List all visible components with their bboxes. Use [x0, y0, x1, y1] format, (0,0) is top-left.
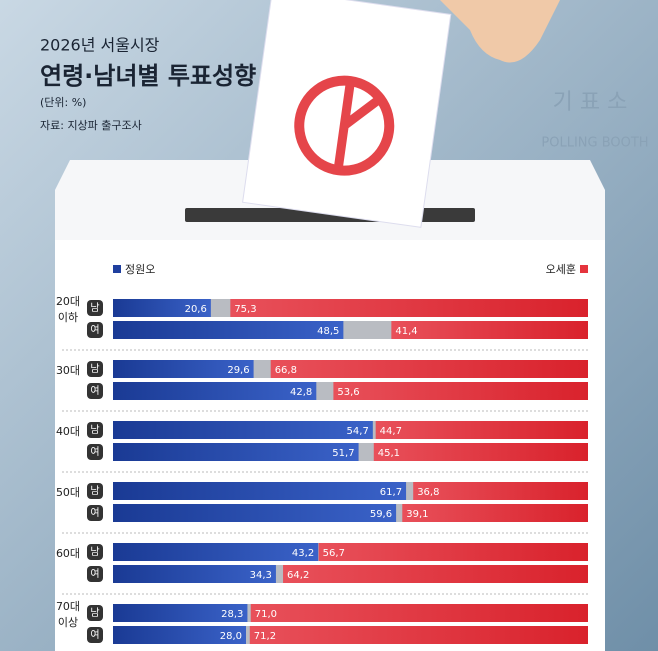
- bar: [113, 321, 344, 339]
- hand: [440, 0, 560, 63]
- gender-label: 여: [90, 568, 99, 580]
- gender-badge: [87, 422, 103, 438]
- gender-badge: [87, 505, 103, 521]
- gender-badge: [87, 605, 103, 621]
- value-label: 28,0: [220, 631, 242, 642]
- value-label: 51,7: [332, 448, 354, 459]
- group-label: 20대: [56, 295, 80, 308]
- gender-label: 남: [90, 363, 99, 375]
- group-label: 70대: [56, 600, 80, 613]
- source: 자료: 지상파 출구조사: [40, 119, 142, 132]
- ballot: [242, 0, 452, 228]
- value-label: 54,7: [347, 426, 369, 437]
- value-label: 56,7: [323, 548, 345, 559]
- backdrop-text: POLLING BOOTH: [541, 136, 648, 151]
- gender-badge: [87, 300, 103, 316]
- gender-badge: [87, 566, 103, 582]
- value-label: 59,6: [370, 509, 392, 520]
- bar: [113, 443, 359, 461]
- group-label: 30대: [56, 364, 80, 377]
- stamp-mark: [333, 80, 381, 171]
- value-label: 71,2: [254, 631, 276, 642]
- value-label: 36,8: [417, 487, 439, 498]
- value-label: 29,6: [227, 365, 249, 376]
- backdrop-text: 기 표 소: [553, 90, 628, 115]
- gender-badge: [87, 483, 103, 499]
- bar: [113, 504, 397, 522]
- bar: [270, 360, 588, 378]
- supertitle: 2026년 서울시장: [40, 36, 160, 55]
- bar: [402, 504, 588, 522]
- bar: [391, 321, 588, 339]
- bar: [113, 604, 248, 622]
- value-label: 28,3: [221, 609, 243, 620]
- gender-badge: [87, 322, 103, 338]
- bar: [413, 482, 588, 500]
- value-label: 44,7: [380, 426, 402, 437]
- legend-swatch: [580, 265, 588, 273]
- gender-badge: [87, 627, 103, 643]
- chart-title: 연령·남녀별 투표성향: [40, 62, 256, 90]
- value-label: 64,2: [287, 570, 309, 581]
- group-label: 60대: [56, 547, 80, 560]
- bar: [113, 299, 211, 317]
- legend-swatch: [113, 265, 121, 273]
- gender-label: 여: [90, 507, 99, 519]
- group-label: 50대: [56, 486, 80, 499]
- gender-label: 여: [90, 385, 99, 397]
- group-label: 이상: [58, 616, 78, 629]
- bar: [113, 360, 254, 378]
- legend-label: 정원오: [125, 263, 155, 276]
- value-label: 53,6: [337, 387, 359, 398]
- gender-label: 여: [90, 629, 99, 641]
- gender-label: 남: [90, 302, 99, 314]
- value-label: 34,3: [250, 570, 272, 581]
- value-label: 48,5: [317, 326, 339, 337]
- gender-label: 남: [90, 546, 99, 558]
- value-label: 75,3: [234, 304, 256, 315]
- unit-note: (단위: %): [40, 96, 86, 109]
- bar: [249, 626, 589, 644]
- bar: [318, 543, 588, 561]
- value-label: 71,0: [255, 609, 277, 620]
- gender-badge: [87, 444, 103, 460]
- gender-label: 남: [90, 607, 99, 619]
- bar: [113, 482, 407, 500]
- bar: [250, 604, 588, 622]
- value-label: 20,6: [185, 304, 207, 315]
- value-label: 61,7: [380, 487, 402, 498]
- value-label: 42,8: [290, 387, 312, 398]
- bar: [113, 543, 319, 561]
- bar: [230, 299, 588, 317]
- gender-badge: [87, 544, 103, 560]
- value-label: 39,1: [406, 509, 428, 520]
- bar: [333, 382, 588, 400]
- bar: [113, 565, 276, 583]
- value-label: 66,8: [275, 365, 297, 376]
- value-label: 43,2: [292, 548, 314, 559]
- gender-label: 여: [90, 446, 99, 458]
- bar: [113, 626, 246, 644]
- group-label: 40대: [56, 425, 80, 438]
- bar: [113, 382, 317, 400]
- bar: [373, 443, 588, 461]
- bar: [283, 565, 588, 583]
- group-label: 이하: [58, 310, 78, 324]
- bar: [113, 421, 373, 439]
- gender-label: 남: [90, 485, 99, 497]
- gender-label: 여: [90, 324, 99, 336]
- legend-label: 오세훈: [546, 263, 576, 276]
- value-label: 41,4: [395, 326, 417, 337]
- gender-badge: [87, 383, 103, 399]
- gender-label: 남: [90, 424, 99, 436]
- value-label: 45,1: [378, 448, 400, 459]
- bar: [375, 421, 588, 439]
- gender-badge: [87, 361, 103, 377]
